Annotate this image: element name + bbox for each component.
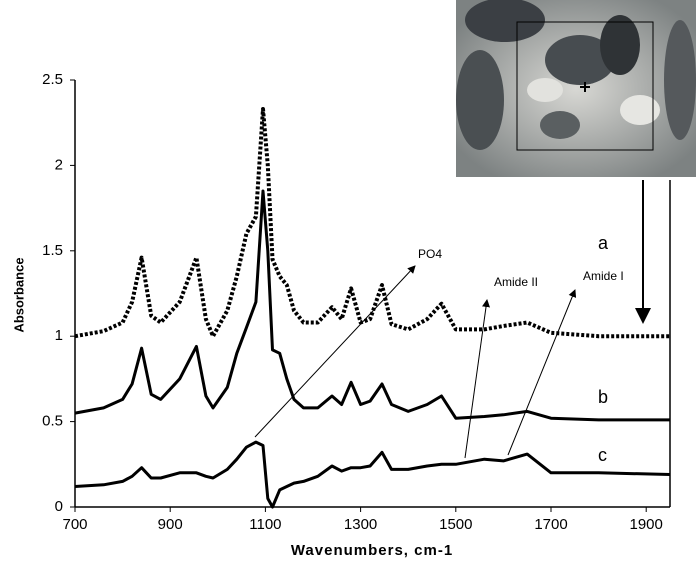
y-tick-label: 1: [55, 327, 63, 344]
x-tick-label: 900: [158, 516, 183, 533]
series-line: [74, 189, 670, 422]
annotation-arrow: [254, 265, 416, 438]
x-axis-title: Wavenumbers, cm-1: [291, 542, 453, 559]
inset-image: [456, 0, 696, 177]
x-tick-label: 1900: [630, 516, 663, 533]
x-tick-label: 1500: [439, 516, 472, 533]
x-tick-label: 1700: [534, 516, 567, 533]
series-line: [74, 107, 670, 339]
y-axis-title: Absorbance: [11, 257, 26, 332]
series-label: b: [598, 387, 608, 407]
annotation-arrow: [507, 289, 577, 456]
annotation: Amide I: [583, 269, 624, 283]
x-tick-label: 1300: [344, 516, 377, 533]
y-tick-label: 1.5: [42, 242, 63, 259]
series-label: c: [598, 445, 607, 465]
x-tick-label: 700: [62, 516, 87, 533]
y-tick-label: 2.5: [42, 71, 63, 88]
x-tick-label: 1100: [249, 516, 281, 533]
annotation: Amide II: [494, 275, 538, 289]
y-tick-label: 2: [55, 156, 63, 173]
annotation: PO4: [418, 247, 442, 261]
y-tick-label: 0: [55, 498, 63, 515]
annotation-arrow: [464, 299, 490, 459]
series-label: a: [598, 233, 609, 253]
series-line: [74, 440, 671, 509]
y-tick-label: 0.5: [42, 413, 63, 430]
